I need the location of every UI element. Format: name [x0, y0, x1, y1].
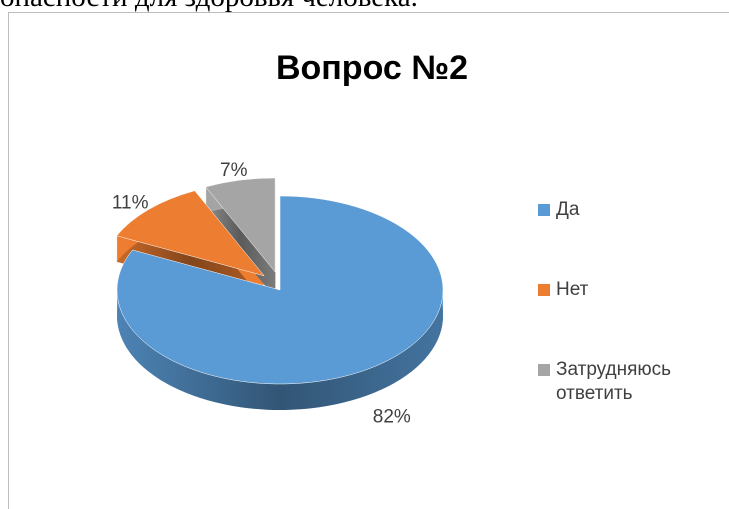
data-label: 11% [112, 193, 149, 214]
legend-item: Да [538, 198, 579, 222]
slice [205, 177, 276, 273]
pie [116, 177, 444, 410]
legend-item: Нет [538, 278, 588, 302]
document-text: опасности для здоровья человека. [0, 0, 418, 14]
chart-title: Вопрос №2 [276, 49, 468, 87]
legend-swatch [538, 204, 550, 216]
legend-swatch [538, 284, 550, 296]
data-label: 82% [373, 407, 411, 428]
legend-item: Затрудняюсь ответить [538, 358, 723, 406]
legend-label: Затрудняюсь ответить [556, 359, 672, 404]
slice [116, 195, 444, 385]
legend-swatch [538, 364, 550, 376]
data-label: 7% [220, 160, 248, 181]
slice [116, 190, 265, 277]
chart-frame [8, 12, 729, 509]
legend-label: Нет [556, 279, 589, 300]
legend-label: Да [556, 199, 580, 220]
